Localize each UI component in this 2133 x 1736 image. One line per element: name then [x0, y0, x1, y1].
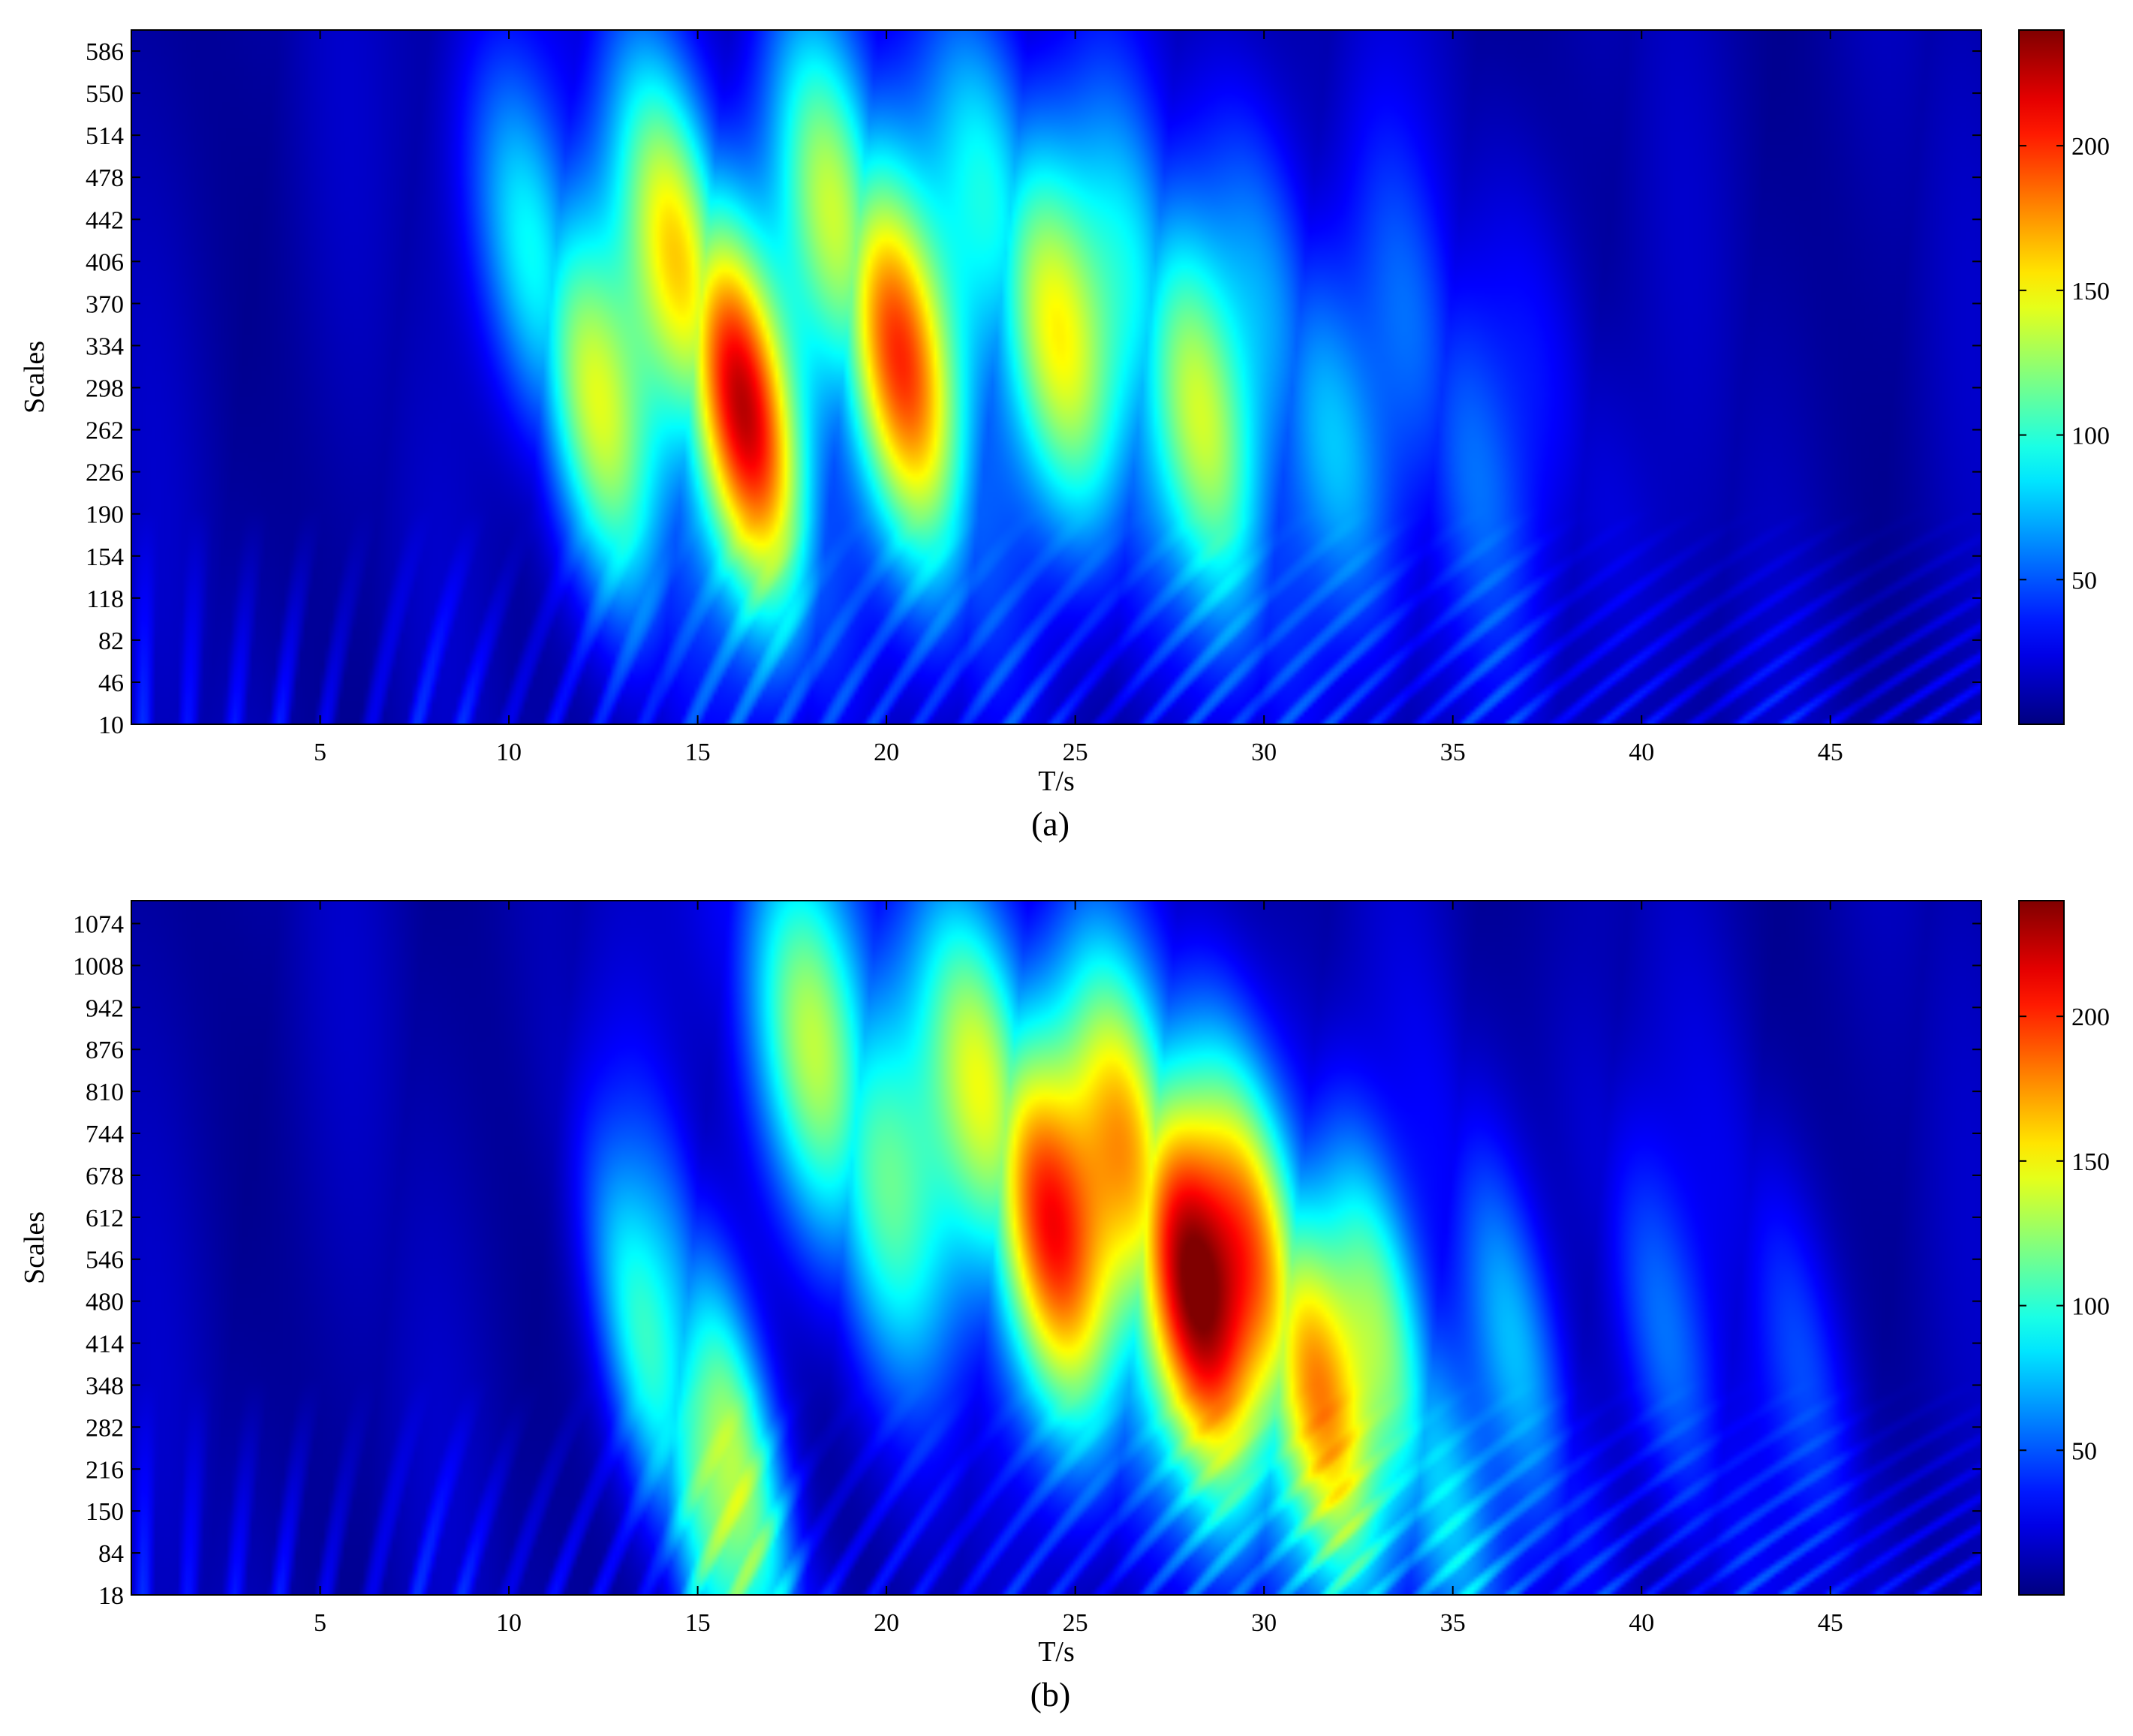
y-tick-label: 190 [86, 501, 124, 529]
y-tick-label: 586 [86, 38, 124, 66]
x-tick-label: 40 [1629, 1609, 1654, 1637]
y-tick-label: 1008 [73, 952, 124, 980]
y-tick-label: 118 [86, 585, 124, 613]
y-tick-label: 876 [86, 1036, 124, 1064]
x-tick-label: 20 [874, 739, 899, 766]
y-tick-label: 406 [86, 248, 124, 276]
x-tick-label: 15 [685, 1609, 711, 1637]
y-tick-label: 154 [86, 543, 124, 571]
x-tick-label: 5 [314, 1609, 326, 1637]
y-tick-label: 84 [98, 1540, 124, 1568]
panel-b: 5 10 15 20 25 30 35 40 45 18 84 150 216 282 348 414 480 5… [19, 900, 2110, 1713]
colorbar-tick-label: 50 [2071, 1437, 2097, 1465]
y-tick-label: 334 [86, 332, 124, 360]
plot-frame [131, 900, 1982, 1596]
x-tick-label: 45 [1818, 739, 1843, 766]
colorbar-tick-label: 100 [2071, 1293, 2110, 1321]
y-tick-label: 442 [86, 206, 124, 234]
colorbar-tick-label: 200 [2071, 133, 2110, 161]
y-tick-label: 546 [86, 1247, 124, 1274]
y-tick-label: 298 [86, 375, 124, 403]
x-tick-label: 35 [1440, 739, 1466, 766]
x-tick-label: 45 [1818, 1609, 1843, 1637]
colorbar-tick-label: 150 [2071, 278, 2110, 305]
y-tick-label: 514 [86, 122, 124, 150]
y-tick-label: 282 [86, 1414, 124, 1442]
y-tick-label: 942 [86, 994, 124, 1022]
colorbar [2018, 29, 2065, 725]
y-tick-label: 678 [86, 1163, 124, 1190]
y-tick-label: 348 [86, 1372, 124, 1400]
colorbar-tick-label: 150 [2071, 1148, 2110, 1176]
y-tick-label: 370 [86, 290, 124, 318]
x-tick-label: 35 [1440, 1609, 1466, 1637]
colorbar-tick-label: 100 [2071, 423, 2110, 450]
y-tick-label: 810 [86, 1079, 124, 1106]
x-tick-label: 40 [1629, 739, 1654, 766]
y-axis-label: Scales [19, 1211, 50, 1284]
x-tick-label: 5 [314, 739, 326, 766]
colorbar-tick-label: 200 [2071, 1003, 2110, 1031]
x-tick-label: 25 [1063, 1609, 1088, 1637]
y-tick-label: 612 [86, 1205, 124, 1232]
y-tick-label: 10 [98, 712, 124, 739]
x-tick-label: 15 [685, 739, 711, 766]
panel-a: 5 10 15 20 25 30 35 40 45 10 46 82 118 154 190 226 262 29… [19, 29, 2110, 843]
y-axis-label: Scales [19, 341, 50, 414]
y-tick-label: 18 [98, 1582, 124, 1610]
y-tick-label: 216 [86, 1456, 124, 1484]
colorbar-tick-label: 50 [2071, 567, 2097, 594]
y-tick-label: 150 [86, 1498, 124, 1526]
x-tick-label: 30 [1251, 1609, 1277, 1637]
heatmap-image [131, 901, 1981, 1595]
x-axis-label: T/s [1038, 1636, 1075, 1668]
y-tick-label: 46 [98, 669, 124, 697]
x-tick-label: 30 [1251, 739, 1277, 766]
x-tick-label: 10 [496, 1609, 522, 1637]
x-tick-label: 20 [874, 1609, 899, 1637]
plot-frame [131, 29, 1982, 725]
panel-label: (b) [1030, 1675, 1071, 1713]
x-tick-label: 10 [496, 739, 522, 766]
y-tick-label: 550 [86, 80, 124, 108]
y-tick-label: 82 [98, 627, 124, 655]
y-tick-label: 1074 [73, 910, 124, 938]
panel-label: (a) [1031, 805, 1070, 843]
y-tick-label: 480 [86, 1289, 124, 1316]
y-tick-label: 226 [86, 459, 124, 487]
heatmap-image [131, 30, 1981, 724]
y-tick-label: 414 [86, 1331, 124, 1358]
x-axis-label: T/s [1038, 766, 1075, 797]
y-tick-label: 744 [86, 1121, 124, 1148]
y-tick-label: 262 [86, 417, 124, 445]
colorbar [2018, 900, 2065, 1596]
y-tick-label: 478 [86, 164, 124, 192]
x-tick-label: 25 [1063, 739, 1088, 766]
